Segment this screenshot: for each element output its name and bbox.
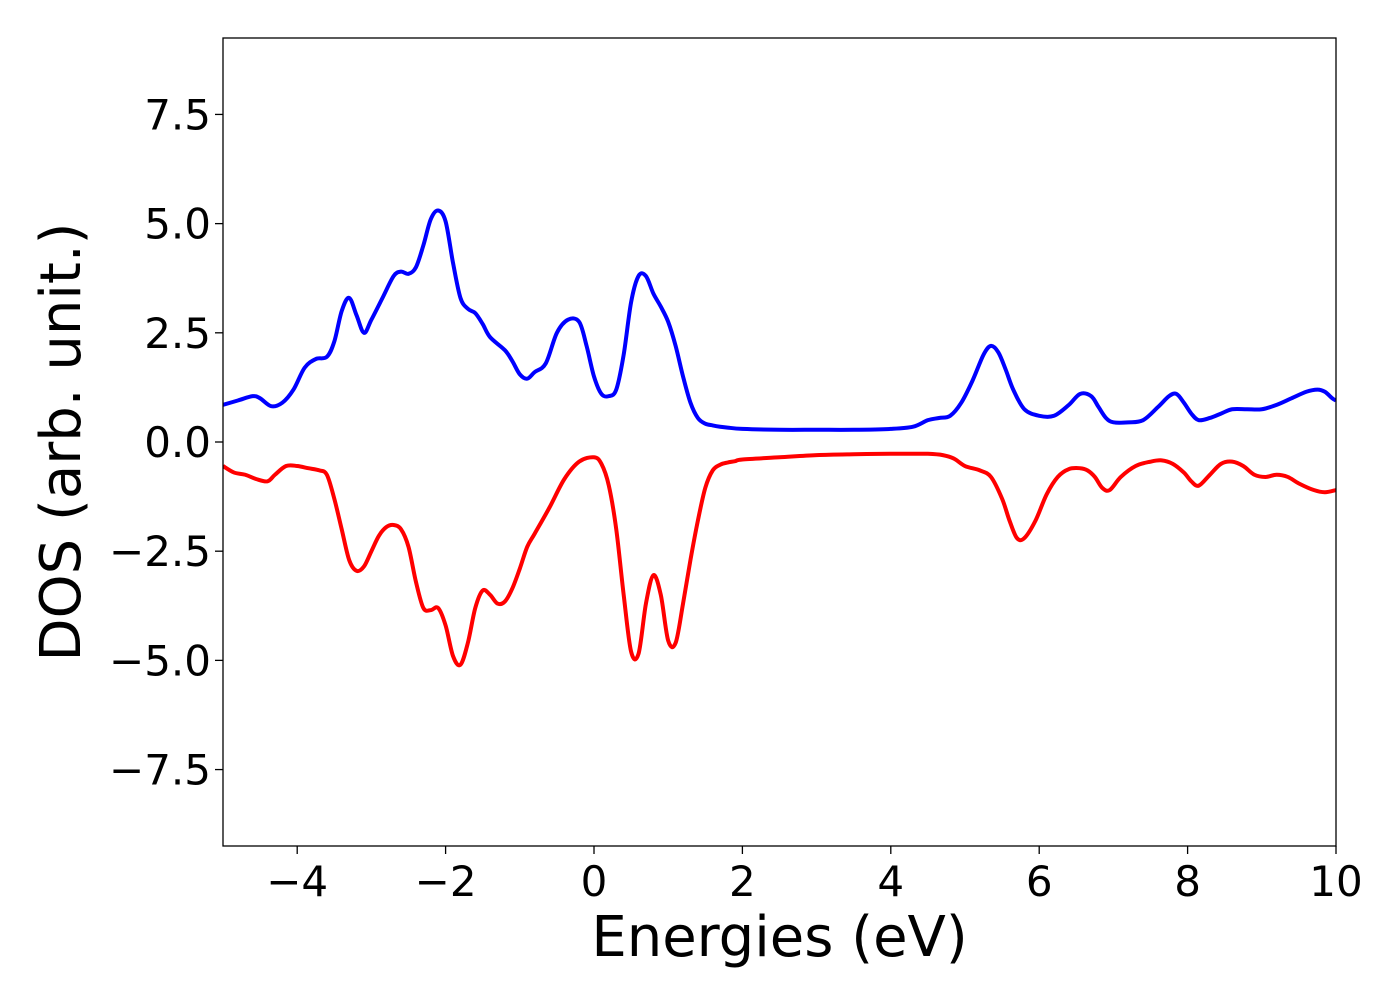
y-tick-label: 2.5 xyxy=(144,309,211,358)
x-tick-label: −4 xyxy=(266,857,328,906)
y-tick-label: 7.5 xyxy=(144,90,211,139)
y-axis: −7.5 −5.0 −2.5 0.0 2.5 5.0 7.5 xyxy=(109,90,223,795)
x-tick-label: 0 xyxy=(581,857,608,906)
x-tick-label: 6 xyxy=(1026,857,1053,906)
x-tick-label: 4 xyxy=(877,857,904,906)
x-axis-label: Energies (eV) xyxy=(591,905,967,970)
x-axis: −4 −2 0 2 4 6 8 10 xyxy=(266,846,1363,906)
y-tick-label: −5.0 xyxy=(109,636,211,685)
x-tick-label: 10 xyxy=(1309,857,1362,906)
x-tick-label: 2 xyxy=(729,857,756,906)
y-tick-label: 5.0 xyxy=(144,200,211,249)
y-tick-label: −7.5 xyxy=(109,746,211,795)
y-tick-label: 0.0 xyxy=(144,418,211,467)
plot-lines xyxy=(223,208,1336,668)
x-tick-label: 8 xyxy=(1174,857,1201,906)
x-tick-label: −2 xyxy=(415,857,477,906)
y-axis-label: DOS (arb. unit.) xyxy=(29,222,94,661)
series-line-1 xyxy=(223,208,1336,432)
series-line-2 xyxy=(223,451,1336,668)
y-tick-label: −2.5 xyxy=(109,527,211,576)
